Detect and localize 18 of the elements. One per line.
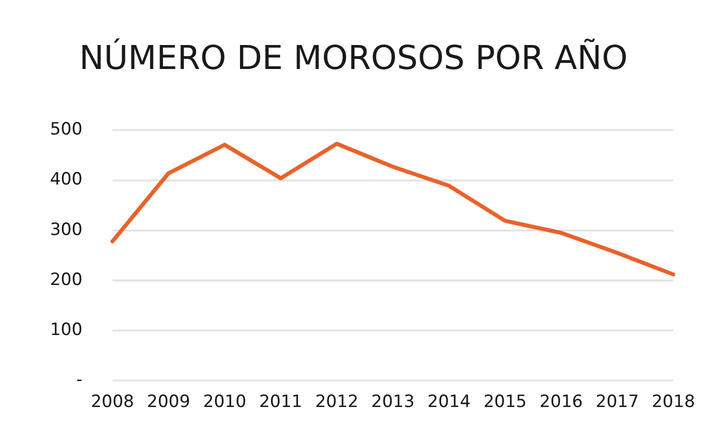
x-tick-label: 2013 [371, 392, 415, 412]
x-tick-label: 2015 [483, 392, 527, 412]
y-tick-label: 500 [50, 120, 82, 140]
chart-title: NÚMERO DE MOROSOS POR AÑO [78, 38, 629, 77]
x-tick-label: 2016 [540, 392, 583, 412]
y-tick-label: 400 [50, 170, 82, 190]
x-tick-label: 2014 [427, 392, 471, 412]
x-tick-label: 2011 [259, 392, 302, 412]
x-tick-label: 2010 [203, 392, 246, 412]
y-tick-label: 200 [50, 270, 82, 290]
x-tick-label: 2009 [146, 392, 190, 412]
x-tick-label: 2012 [315, 392, 358, 412]
x-tick-label: 2017 [596, 392, 639, 412]
y-tick-label: 100 [50, 320, 82, 340]
x-tick-label: 2008 [90, 392, 134, 412]
y-tick-label: 300 [50, 220, 82, 240]
y-tick-label: - [76, 370, 82, 390]
x-tick-label: 2018 [652, 392, 695, 412]
